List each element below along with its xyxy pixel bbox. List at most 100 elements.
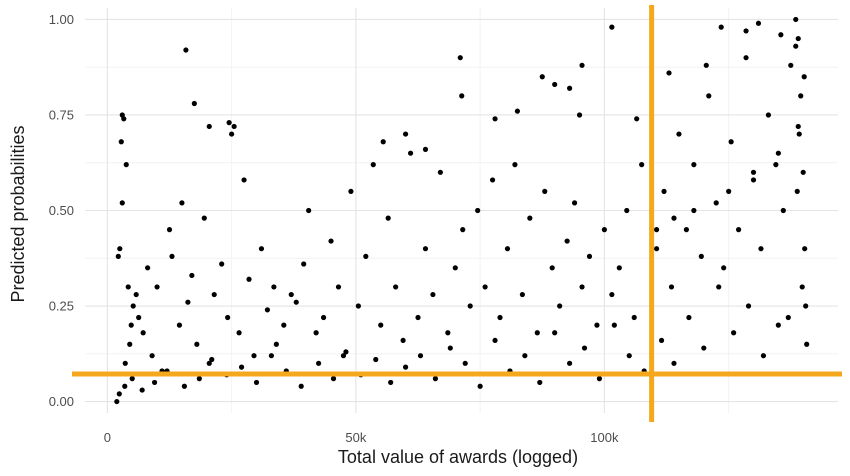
data-point xyxy=(795,123,801,130)
data-point xyxy=(130,303,136,309)
data-point xyxy=(169,253,175,259)
data-point xyxy=(452,265,458,271)
data-point xyxy=(123,162,129,168)
data-point xyxy=(552,81,558,88)
data-point xyxy=(355,303,361,309)
data-point xyxy=(609,291,615,298)
data-point xyxy=(114,398,120,405)
data-point xyxy=(758,246,764,252)
data-point xyxy=(246,276,252,282)
data-point xyxy=(191,100,197,107)
data-point xyxy=(460,227,466,233)
data-point xyxy=(581,345,588,351)
data-point xyxy=(340,353,347,359)
data-point xyxy=(140,330,146,336)
data-point xyxy=(225,314,231,321)
data-point xyxy=(549,265,555,271)
data-point xyxy=(594,322,600,328)
data-point xyxy=(281,322,287,328)
data-point xyxy=(721,265,727,271)
data-point xyxy=(743,55,749,61)
data-point xyxy=(313,330,319,336)
data-point xyxy=(799,284,805,290)
data-point xyxy=(145,265,151,271)
data-point xyxy=(477,383,483,389)
y-tick-label: 0.00 xyxy=(49,394,74,409)
data-point xyxy=(596,376,603,382)
data-point xyxy=(206,360,212,366)
data-point xyxy=(567,85,573,91)
data-point xyxy=(616,265,622,271)
y-tick-label: 0.75 xyxy=(49,107,74,122)
data-point xyxy=(380,139,386,145)
data-point xyxy=(236,330,242,336)
data-point xyxy=(422,246,429,252)
data-point xyxy=(119,200,125,206)
data-point xyxy=(542,188,548,194)
data-point xyxy=(775,150,781,156)
data-point xyxy=(206,123,212,130)
data-point xyxy=(750,169,757,175)
data-point xyxy=(701,345,707,351)
data-points xyxy=(114,16,810,405)
data-point xyxy=(229,131,235,137)
data-point xyxy=(773,162,779,168)
y-axis-ticks: 0.00 0.25 0.50 0.75 1.00 xyxy=(49,12,74,409)
data-point xyxy=(780,207,786,214)
data-point xyxy=(166,227,173,233)
data-point xyxy=(306,207,312,214)
data-point xyxy=(179,200,185,206)
data-point xyxy=(122,360,128,366)
data-point xyxy=(683,227,690,233)
data-point xyxy=(514,108,521,114)
data-point xyxy=(728,139,734,145)
x-tick-label: 0 xyxy=(104,430,111,445)
data-point xyxy=(492,337,498,344)
data-point xyxy=(422,146,429,152)
data-point xyxy=(691,162,697,168)
data-point xyxy=(363,253,369,259)
data-point xyxy=(288,291,294,298)
data-point xyxy=(194,341,200,347)
data-point xyxy=(796,131,802,137)
data-point xyxy=(755,20,762,26)
data-point xyxy=(430,291,436,298)
data-point xyxy=(432,376,439,382)
data-point xyxy=(189,272,195,279)
data-point xyxy=(661,188,667,194)
data-point xyxy=(609,24,615,30)
data-point xyxy=(765,112,772,118)
data-point xyxy=(668,284,675,290)
data-point xyxy=(253,379,260,386)
data-point xyxy=(139,387,145,393)
data-point xyxy=(489,177,496,183)
data-point xyxy=(154,284,160,290)
data-point xyxy=(388,379,394,386)
data-point xyxy=(778,32,784,38)
data-point xyxy=(537,379,543,386)
data-point xyxy=(348,188,354,194)
data-point xyxy=(226,120,232,126)
data-point xyxy=(459,93,465,99)
data-point xyxy=(241,177,247,183)
data-point xyxy=(666,70,672,76)
data-point xyxy=(686,314,692,321)
data-point xyxy=(624,207,630,214)
data-point xyxy=(373,356,379,363)
x-axis-title: Total value of awards (logged) xyxy=(338,447,578,467)
data-point xyxy=(209,356,215,363)
data-point xyxy=(735,227,742,233)
data-point xyxy=(122,383,128,389)
data-point xyxy=(793,16,799,23)
data-point xyxy=(631,314,637,321)
data-point xyxy=(718,24,724,30)
data-point xyxy=(176,322,183,328)
data-point xyxy=(185,299,191,305)
data-point xyxy=(231,123,237,130)
data-point xyxy=(127,341,133,347)
data-point xyxy=(273,341,279,347)
data-point xyxy=(335,284,342,290)
data-point xyxy=(504,246,511,252)
data-point xyxy=(527,215,533,221)
data-point xyxy=(447,345,453,351)
